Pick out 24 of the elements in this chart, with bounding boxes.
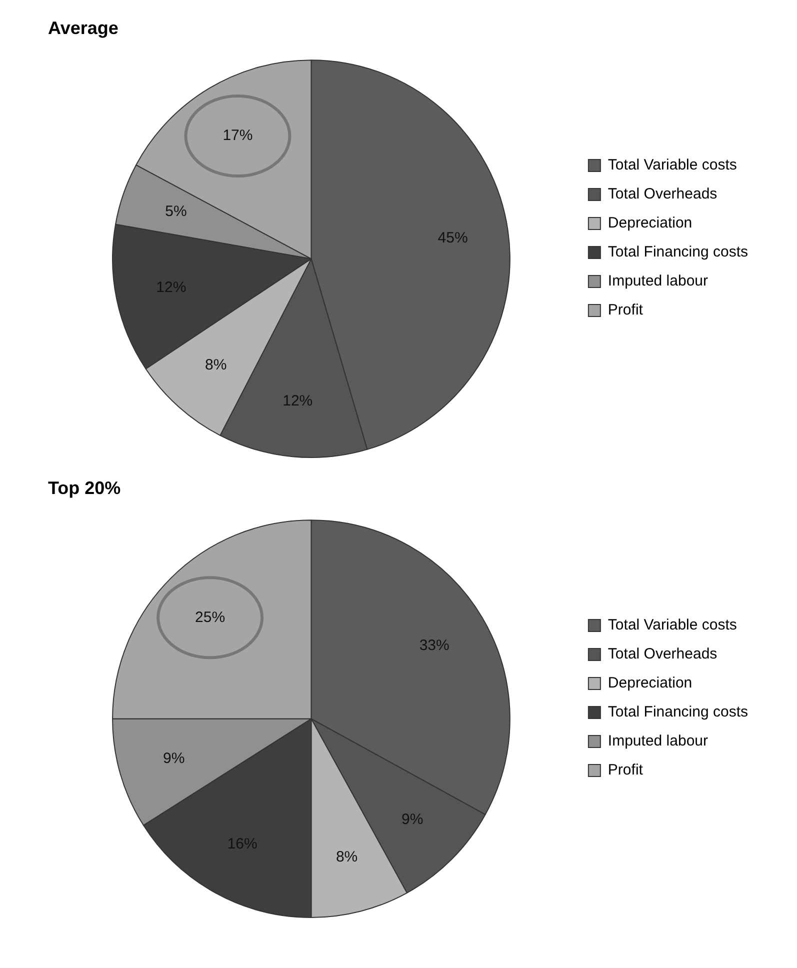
data-label: 9%	[162, 750, 185, 767]
data-label: 25%	[195, 608, 226, 626]
data-label: 8%	[336, 848, 358, 866]
data-label: 33%	[419, 637, 450, 654]
data-label: 5%	[165, 203, 187, 220]
legend-label: Imputed labour	[608, 272, 708, 290]
chart-title: Average	[48, 18, 118, 38]
legend-label: Total Financing costs	[608, 704, 748, 721]
legend-label: Total Financing costs	[608, 244, 748, 261]
data-label: 45%	[438, 230, 468, 247]
legend-label: Depreciation	[608, 214, 692, 232]
legend-label: Profit	[608, 302, 644, 319]
legend-label: Total Variable costs	[608, 156, 737, 174]
legend-label: Profit	[608, 762, 644, 779]
data-label: 17%	[222, 127, 253, 144]
data-label: 8%	[204, 356, 227, 374]
chart-title: Top 20%	[48, 478, 121, 498]
data-label: 12%	[282, 392, 313, 410]
legend-label: Total Variable costs	[608, 616, 737, 634]
data-label: 9%	[402, 811, 424, 828]
legend-label: Depreciation	[608, 674, 692, 692]
legend-label: Imputed labour	[608, 732, 708, 750]
legend-label: Total Overheads	[608, 186, 718, 203]
legend-label: Total Overheads	[608, 646, 718, 663]
